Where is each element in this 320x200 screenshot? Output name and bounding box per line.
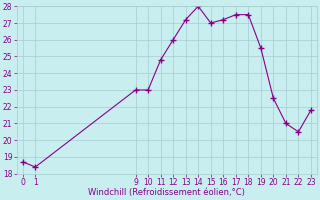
X-axis label: Windchill (Refroidissement éolien,°C): Windchill (Refroidissement éolien,°C) — [88, 188, 245, 197]
